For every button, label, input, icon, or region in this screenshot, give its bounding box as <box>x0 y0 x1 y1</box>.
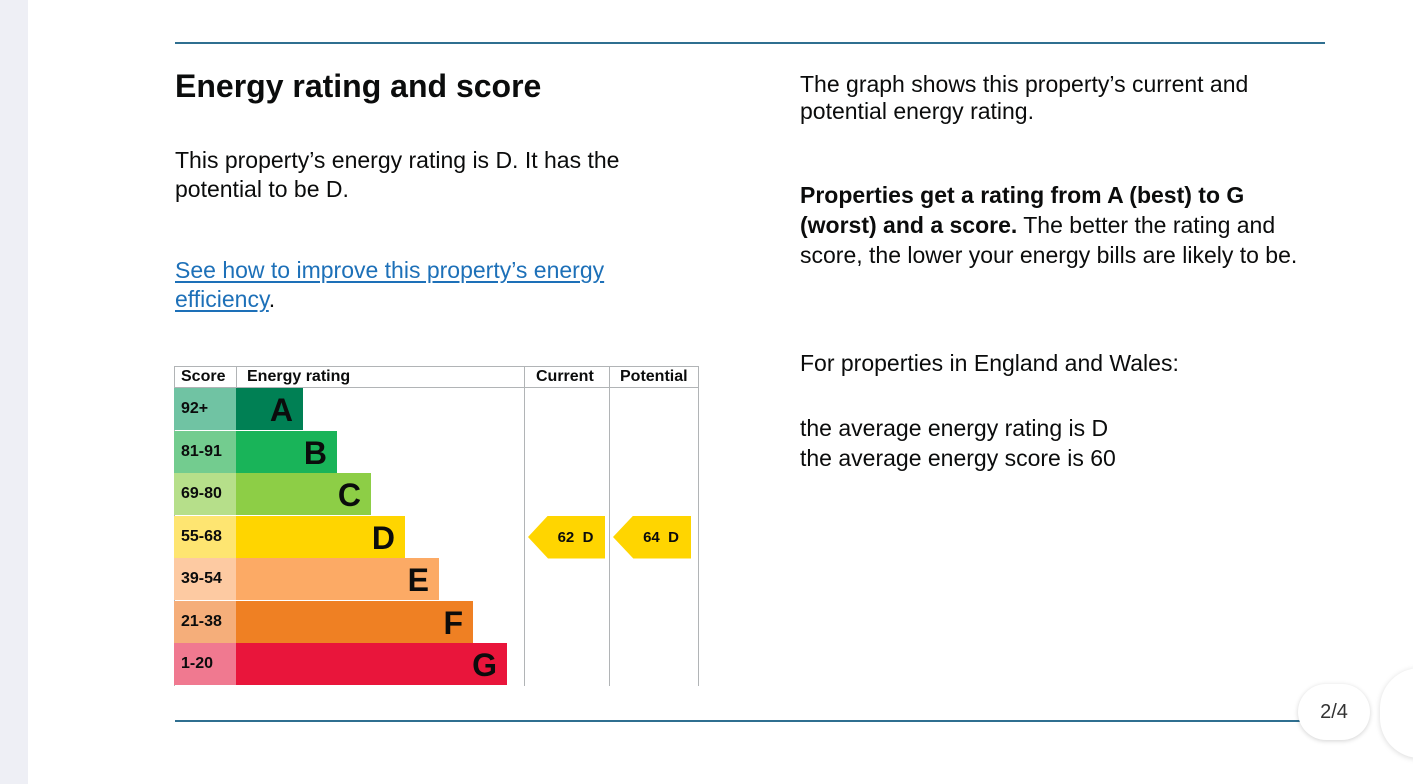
rating-explanation-rest: The better the rating and score, the low… <box>800 212 1298 268</box>
band-bar-c: C <box>236 473 371 515</box>
band-letter-c: C <box>337 477 361 513</box>
link-suffix: . <box>268 286 276 312</box>
band-bar-e: E <box>236 558 439 600</box>
current-column-divider <box>524 366 525 686</box>
header-divider <box>174 387 699 388</box>
header-score: Score <box>181 368 226 385</box>
band-letter-b: B <box>303 434 327 471</box>
potential-column-divider <box>609 366 610 686</box>
band-score-b: 81-91 <box>174 430 236 473</box>
rating-explanation: Properties get a rating from A (best) to… <box>800 180 1320 270</box>
average-rating: the average energy rating is D <box>800 415 1109 441</box>
band-score-g: 1-20 <box>174 643 236 685</box>
top-divider <box>175 42 1325 44</box>
band-bar-b: B <box>236 430 337 473</box>
average-score: the average energy score is 60 <box>800 445 1116 471</box>
band-letter-f: F <box>443 604 463 641</box>
band-score-d: 55-68 <box>174 515 236 558</box>
region-text: For properties in England and Wales: <box>800 350 1179 376</box>
band-bar-f: F <box>236 600 473 643</box>
band-bar-g: G <box>236 643 507 685</box>
header-energy-rating: Energy rating <box>247 368 351 385</box>
band-bar-a: A <box>236 388 303 430</box>
rating-explanation-bold: Properties get a rating from A (best) to… <box>800 182 1245 238</box>
section-heading: Energy rating and score <box>175 68 542 104</box>
band-score-e: 39-54 <box>174 558 236 600</box>
band-letter-a: A <box>269 392 293 428</box>
header-current: Current <box>536 368 594 385</box>
document-page: Energy rating and score This property’s … <box>28 0 1413 784</box>
graph-intro: The graph shows this property’s current … <box>800 71 1249 124</box>
band-letter-g: G <box>472 647 497 683</box>
rating-summary: This property’s energy rating is D. It h… <box>175 147 620 202</box>
band-bar-d: D <box>236 515 405 558</box>
page-indicator[interactable]: 2/4 <box>1298 684 1370 740</box>
band-score-f: 21-38 <box>174 600 236 643</box>
improve-efficiency-link[interactable]: See how to improve this property’s energ… <box>175 257 605 312</box>
averages: the average energy rating is D the avera… <box>800 413 1320 473</box>
band-letter-d: D <box>371 519 395 556</box>
header-potential: Potential <box>620 368 688 385</box>
bottom-divider <box>175 720 1325 722</box>
band-letter-e: E <box>407 562 429 598</box>
band-score-c: 69-80 <box>174 473 236 515</box>
band-score-a: 92+ <box>174 388 236 430</box>
score-column-divider <box>236 366 237 388</box>
improve-link-paragraph: See how to improve this property’s energ… <box>175 256 705 314</box>
energy-rating-graph: Score Energy rating Current Potential 92… <box>174 366 699 686</box>
